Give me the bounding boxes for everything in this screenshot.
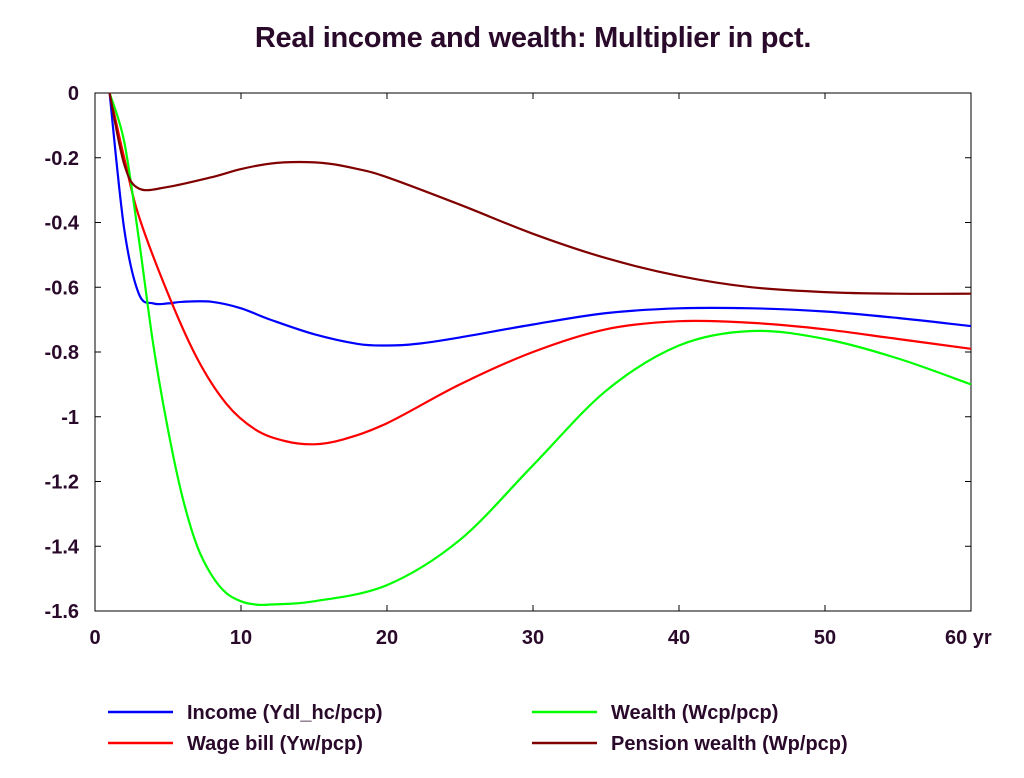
- series-line-pension-wealth-wp-pcp: [110, 93, 971, 294]
- x-tick-label: 40: [668, 627, 690, 649]
- series-line-income-ydl-hc-pcp: [110, 93, 971, 346]
- y-tick-label: -1.6: [45, 601, 79, 623]
- legend-label-wealth-wcp-pcp: Wealth (Wcp/pcp): [611, 702, 778, 724]
- y-tick-label: -0.8: [45, 342, 79, 364]
- y-tick-label: 0: [68, 83, 79, 105]
- x-tick-label: 60 yr: [945, 627, 992, 649]
- y-tick-label: -0.4: [45, 213, 80, 235]
- x-tick-label: 30: [522, 627, 544, 649]
- legend-label-pension-wealth-wp-pcp: Pension wealth (Wp/pcp): [611, 733, 848, 755]
- y-tick-label: -0.2: [45, 148, 79, 170]
- y-tick-label: -0.6: [45, 277, 79, 299]
- legend: Income (Ydl_hc/pcp) Wage bill (Yw/pcp) Wea…: [108, 702, 848, 755]
- x-tick-label: 10: [230, 627, 252, 649]
- line-chart: 0 10 20 30 40 50 60 yr 0 -0.2 -0.4 -0.6 -0.8 -1 -1.2…: [0, 0, 1024, 778]
- y-tick-label: -1.2: [45, 472, 79, 494]
- x-tick-label: 50: [814, 627, 836, 649]
- x-tick-label: 20: [376, 627, 398, 649]
- series-line-wage-bill-yw-pcp: [110, 93, 971, 444]
- y-tick-label: -1.4: [45, 536, 80, 558]
- legend-label-income-ydl-hc-pcp: Income (Ydl_hc/pcp): [187, 702, 383, 724]
- legend-label-wage-bill-yw-pcp: Wage bill (Yw/pcp): [187, 733, 363, 755]
- x-tick-label: 0: [89, 627, 100, 649]
- y-tick-label: -1: [61, 407, 79, 429]
- x-tick-labels: 0 10 20 30 40 50 60 yr: [89, 627, 991, 649]
- series-lines: [110, 93, 971, 605]
- y-tick-labels: 0 -0.2 -0.4 -0.6 -0.8 -1 -1.2 -1.4 -1.6: [45, 83, 80, 623]
